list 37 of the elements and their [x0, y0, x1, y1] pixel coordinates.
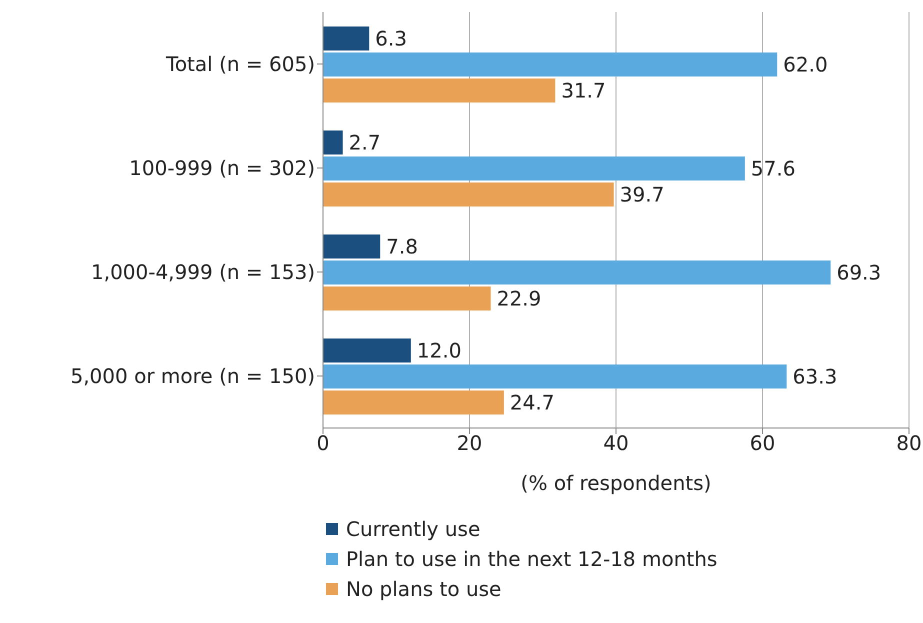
x-tick-label: 40: [603, 431, 629, 456]
data-label: 63.3: [792, 364, 838, 389]
y-tick-label: 100-999 (n = 302): [129, 156, 315, 180]
x-axis-title: (% of respondents): [520, 471, 712, 495]
legend-label: Currently use: [346, 516, 480, 543]
y-tick-label: Total (n = 605): [165, 52, 315, 76]
bar: [323, 234, 380, 259]
x-tick-label: 60: [750, 431, 776, 456]
data-label: 12.0: [416, 338, 462, 363]
bar: [323, 182, 614, 207]
data-label: 31.7: [561, 78, 606, 103]
data-label: 69.3: [836, 260, 882, 285]
legend-label: No plans to use: [346, 576, 502, 603]
bar: [323, 338, 411, 363]
bar: [323, 364, 787, 389]
data-label: 7.8: [386, 234, 418, 259]
bar: [323, 156, 745, 181]
bar: [323, 286, 491, 311]
data-label: 22.9: [496, 286, 542, 311]
data-label: 57.6: [750, 156, 796, 181]
bar: [323, 260, 831, 285]
data-label: 6.3: [375, 26, 407, 51]
x-tick-label: 80: [896, 431, 922, 456]
y-tick-label: 1,000-4,999 (n = 153): [90, 260, 315, 284]
data-label: 39.7: [620, 182, 664, 207]
x-tick-label: 20: [456, 431, 482, 456]
legend-label: Plan to use in the next 12-18 months: [346, 546, 718, 573]
data-label: 24.7: [510, 390, 554, 415]
bar: [323, 130, 343, 155]
bar: [323, 78, 556, 103]
data-label: 62.0: [783, 52, 828, 77]
bar: [323, 26, 370, 51]
y-tick-label: 5,000 or more (n = 150): [70, 364, 315, 388]
bar: [323, 52, 778, 77]
data-label: 2.7: [348, 130, 381, 155]
x-tick-label: 0: [316, 431, 330, 456]
bar: [323, 390, 504, 415]
